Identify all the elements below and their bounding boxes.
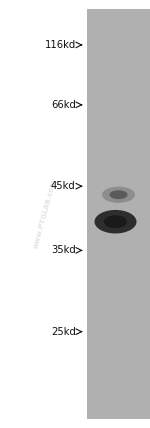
Text: www.PTGLAB.com: www.PTGLAB.com xyxy=(33,178,57,250)
Ellipse shape xyxy=(110,190,128,199)
Text: 66kd: 66kd xyxy=(51,100,76,110)
Text: 35kd: 35kd xyxy=(51,245,76,256)
Ellipse shape xyxy=(104,215,127,228)
Text: 116kd: 116kd xyxy=(45,40,76,50)
Ellipse shape xyxy=(94,210,136,234)
Text: 25kd: 25kd xyxy=(51,327,76,337)
Text: 45kd: 45kd xyxy=(51,181,76,191)
Ellipse shape xyxy=(102,187,135,203)
Bar xyxy=(87,9,150,419)
